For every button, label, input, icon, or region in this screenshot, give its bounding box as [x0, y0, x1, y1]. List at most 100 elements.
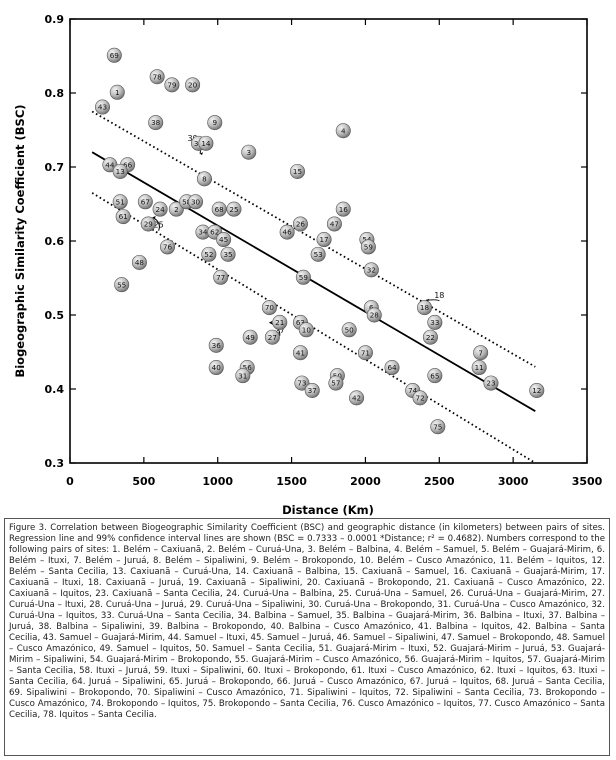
data-point-label: 59 [364, 243, 374, 252]
data-point: 76 [159, 239, 175, 255]
data-point-label: 3 [246, 148, 251, 157]
data-point-marker [366, 307, 382, 323]
x-tick-label: 2500 [424, 475, 455, 488]
data-point: 42 [349, 390, 365, 406]
data-point: 13 [112, 163, 128, 179]
data-point-marker [294, 375, 310, 391]
data-point-label: 44 [105, 160, 115, 169]
regression-line [91, 151, 536, 412]
data-point-label: 52 [204, 250, 213, 259]
data-points: 6914378792038943914344661315851672425830… [94, 47, 545, 435]
data-point-marker [226, 201, 242, 217]
callout-label: 39 [188, 134, 198, 143]
data-point-label: 15 [293, 167, 302, 176]
y-tick-label: 0.3 [45, 457, 65, 470]
regression-lines [91, 110, 536, 464]
data-point-marker [430, 419, 446, 435]
data-point-label: 68 [215, 205, 225, 214]
data-point-marker [201, 246, 217, 262]
data-point-marker [335, 123, 351, 139]
data-point-label: 34 [198, 228, 208, 237]
data-point-marker [417, 300, 433, 316]
data-point-label: 18 [420, 303, 430, 312]
data-point-marker [473, 345, 489, 361]
data-point-label: 41 [296, 348, 305, 357]
data-point-label: 7 [478, 348, 483, 357]
data-point-label: 61 [119, 212, 128, 221]
data-point: 59 [360, 239, 376, 255]
data-point: 59 [295, 269, 311, 285]
data-point: 20 [185, 77, 201, 93]
data-point-marker [412, 390, 428, 406]
x-tick-label: 3000 [498, 475, 529, 488]
data-point-marker [304, 382, 320, 398]
data-point: 40 [208, 360, 224, 376]
y-tick-label: 0.8 [45, 87, 65, 100]
data-point-marker [109, 84, 125, 100]
data-point-label: 65 [430, 371, 439, 380]
data-point-marker [208, 360, 224, 376]
data-point-label: 56 [243, 363, 253, 372]
data-point-label: 74 [408, 386, 418, 395]
axis-ticks [69, 18, 588, 464]
data-point-marker [164, 77, 180, 93]
data-point-label: 33 [430, 318, 439, 327]
data-point: 37 [304, 382, 320, 398]
data-point-marker [140, 216, 156, 232]
data-point: 47 [326, 216, 342, 232]
data-point-marker [384, 360, 400, 376]
data-point: 21 [272, 314, 288, 330]
callout-arrowhead [199, 152, 203, 156]
data-point-label: 16 [339, 205, 349, 214]
data-point-label: 2 [174, 205, 179, 214]
data-point-label: 49 [246, 333, 256, 342]
data-point-marker [422, 329, 438, 345]
data-point-marker [211, 201, 227, 217]
data-point: 61 [115, 209, 131, 225]
data-point-label: 32 [367, 265, 376, 274]
data-point-marker [427, 368, 443, 384]
data-point-marker [357, 345, 373, 361]
data-point: 16 [335, 201, 351, 217]
data-point: 1 [109, 84, 125, 100]
data-point: 48 [131, 254, 147, 270]
callout-label: 27 [275, 326, 285, 335]
data-point-label: 64 [387, 363, 397, 372]
y-tick-label: 0.9 [45, 13, 65, 26]
data-point: 25 [226, 201, 242, 217]
data-point: 79 [164, 77, 180, 93]
data-point: 9 [207, 115, 223, 131]
data-point-label: 70 [265, 303, 275, 312]
data-point-label: 46 [283, 228, 293, 237]
figure-caption: Figure 3. Correlation between Biogeograp… [4, 518, 610, 756]
data-point-label: 1 [115, 88, 120, 97]
data-point-marker [148, 115, 164, 131]
data-point: 31 [235, 368, 251, 384]
data-point-marker [196, 171, 212, 187]
data-point-marker [235, 368, 251, 384]
data-point: 46 [279, 224, 295, 240]
data-point-label: 21 [275, 318, 284, 327]
data-point-label: 13 [116, 167, 125, 176]
data-point-marker [159, 239, 175, 255]
data-point-marker [279, 224, 295, 240]
data-point: 55 [114, 277, 130, 293]
y-tick-label: 0.6 [45, 235, 65, 248]
data-point-marker [289, 163, 305, 179]
x-tick-label: 1500 [276, 475, 307, 488]
data-point: 8 [196, 171, 212, 187]
data-point-label: 24 [156, 205, 166, 214]
data-point: 64 [384, 360, 400, 376]
data-point-label: 57 [331, 379, 340, 388]
data-point-marker [292, 216, 308, 232]
data-point: 30 [188, 194, 204, 210]
data-point-label: 72 [416, 393, 425, 402]
y-tick-label: 0.5 [45, 309, 65, 322]
data-point-marker [298, 322, 314, 338]
data-point-marker [295, 269, 311, 285]
data-point-label: 9 [212, 118, 217, 127]
data-point-label: 11 [475, 363, 484, 372]
data-point-marker [115, 209, 131, 225]
data-point: 65 [427, 368, 443, 384]
data-point-marker [152, 201, 168, 217]
